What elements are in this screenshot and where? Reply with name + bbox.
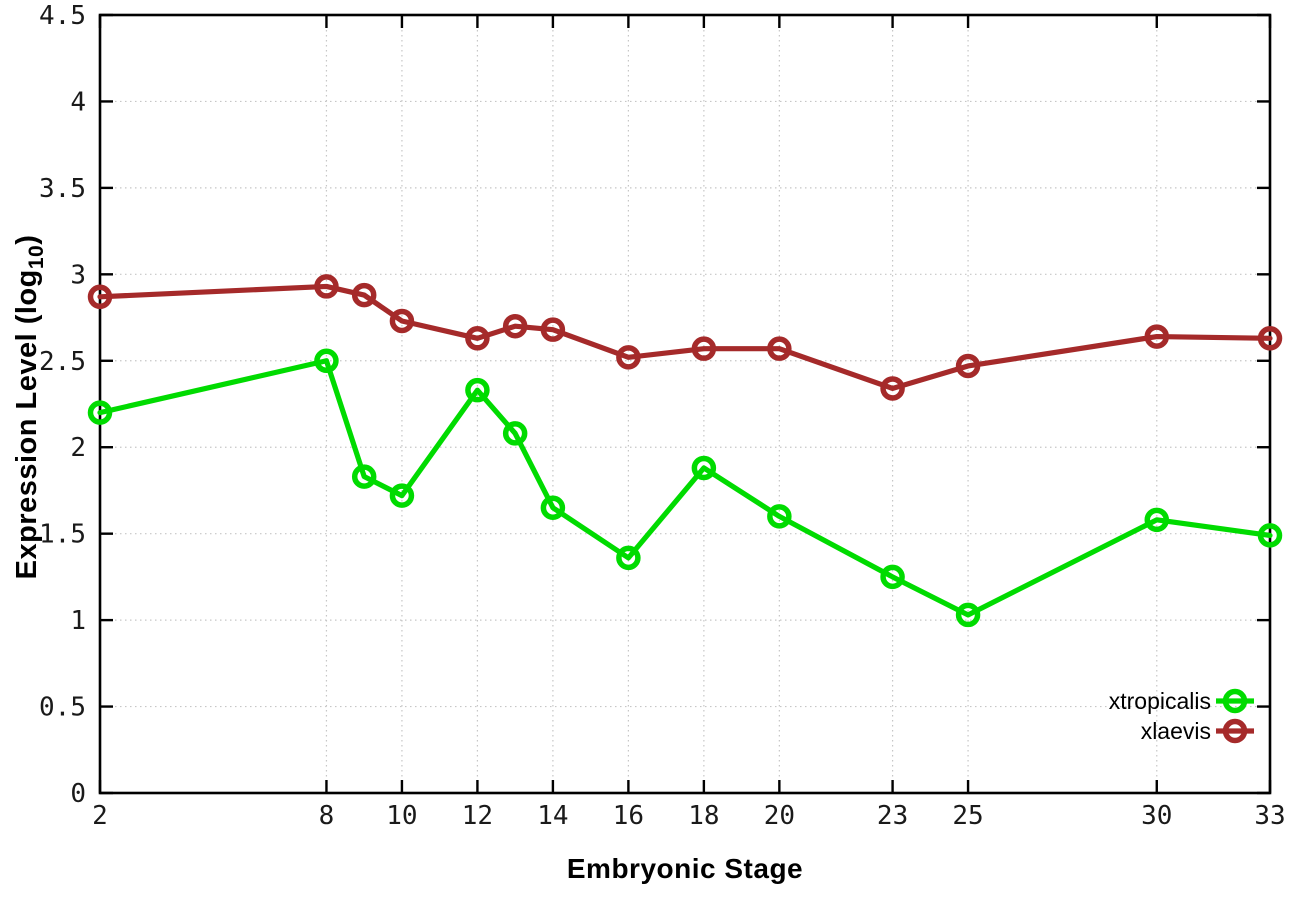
x-tick-label: 16: [613, 801, 644, 831]
plot-border: [98, 13, 1272, 795]
data-point-xlaevis: [1257, 326, 1283, 351]
data-point-xtropicalis: [540, 495, 566, 520]
data-point-xlaevis: [616, 345, 641, 370]
data-point-xtropicalis: [691, 455, 717, 481]
data-point-xlaevis: [465, 326, 490, 351]
data-point-xtropicalis: [1257, 523, 1283, 548]
data-point-xtropicalis: [87, 400, 113, 425]
series-xlaevis: [87, 274, 1283, 401]
legend-label-xtropicalis: xtropicalis: [1109, 688, 1211, 714]
data-point-xtropicalis: [767, 504, 792, 529]
x-tick-label: 12: [462, 801, 493, 831]
y-tick-label: 1.5: [39, 520, 86, 550]
x-axis-title: Embryonic Stage: [566, 853, 804, 884]
y-tick-label: 2.5: [39, 347, 86, 377]
x-tick-label: 25: [952, 801, 983, 831]
data-point-xtropicalis: [880, 564, 905, 590]
data-point-xtropicalis: [616, 545, 641, 571]
x-tick-label: 20: [764, 801, 795, 831]
data-point-xlaevis: [767, 336, 792, 361]
tick-marks: [98, 13, 1272, 795]
data-point-xlaevis: [351, 282, 377, 308]
y-tick-label: 3: [70, 260, 86, 290]
legend-label-xlaevis: xlaevis: [1141, 718, 1211, 744]
data-point-xlaevis: [389, 308, 415, 334]
x-tick-label: 14: [537, 801, 568, 831]
series-xtropicalis: [87, 348, 1283, 628]
y-axis-title-text: Expression Level (log: [11, 269, 44, 580]
y-tick-label: 3.5: [39, 174, 86, 204]
tick-labels: 0 0.5 1 1.5 2 2.5 3 3.5 4 4.5 2 8 10 12 14 16 18 20 23 25 30…: [39, 1, 1286, 831]
y-tick-label: 2: [70, 433, 86, 463]
data-point-xtropicalis: [389, 483, 415, 508]
y-tick-label: 0: [70, 779, 86, 809]
y-axis-title-close: ): [11, 234, 44, 245]
x-tick-label: 30: [1141, 801, 1172, 831]
gridlines: [100, 15, 1270, 793]
y-tick-label: 1: [70, 606, 86, 636]
data-point-xlaevis: [691, 336, 717, 361]
data-point-xlaevis: [880, 376, 905, 401]
data-point-xtropicalis: [955, 602, 981, 628]
data-point-xtropicalis: [465, 377, 490, 403]
data-point-xlaevis: [314, 274, 339, 299]
legend: xtropicalis xlaevis: [1109, 688, 1254, 744]
x-tick-label: 18: [688, 801, 719, 831]
y-tick-label: 4.5: [39, 1, 86, 31]
data-point-xtropicalis: [314, 348, 339, 374]
data-point-xlaevis: [1144, 324, 1170, 349]
y-axis-title-subscript: 10: [24, 244, 48, 270]
x-tick-label: 8: [319, 801, 335, 831]
legend-marker-xlaevis: [1222, 718, 1248, 744]
data-point-xtropicalis: [351, 464, 377, 489]
data-point-xtropicalis: [1144, 507, 1170, 533]
data-point-xlaevis: [955, 353, 981, 379]
series-line-xtropicalis: [97, 358, 1273, 618]
y-tick-label: 4: [70, 87, 86, 117]
data-point-xtropicalis: [502, 421, 528, 446]
data-point-xlaevis: [87, 284, 113, 310]
x-tick-label: 23: [877, 801, 908, 831]
y-axis-title: Expression Level (log10): [11, 235, 49, 580]
x-tick-label: 10: [386, 801, 417, 831]
legend-marker-xtropicalis: [1222, 688, 1248, 714]
data-point-xlaevis: [540, 317, 566, 342]
x-tick-label: 2: [92, 801, 108, 831]
x-tick-label: 33: [1254, 801, 1285, 831]
y-tick-label: 0.5: [39, 693, 86, 723]
data-point-xlaevis: [502, 313, 528, 339]
